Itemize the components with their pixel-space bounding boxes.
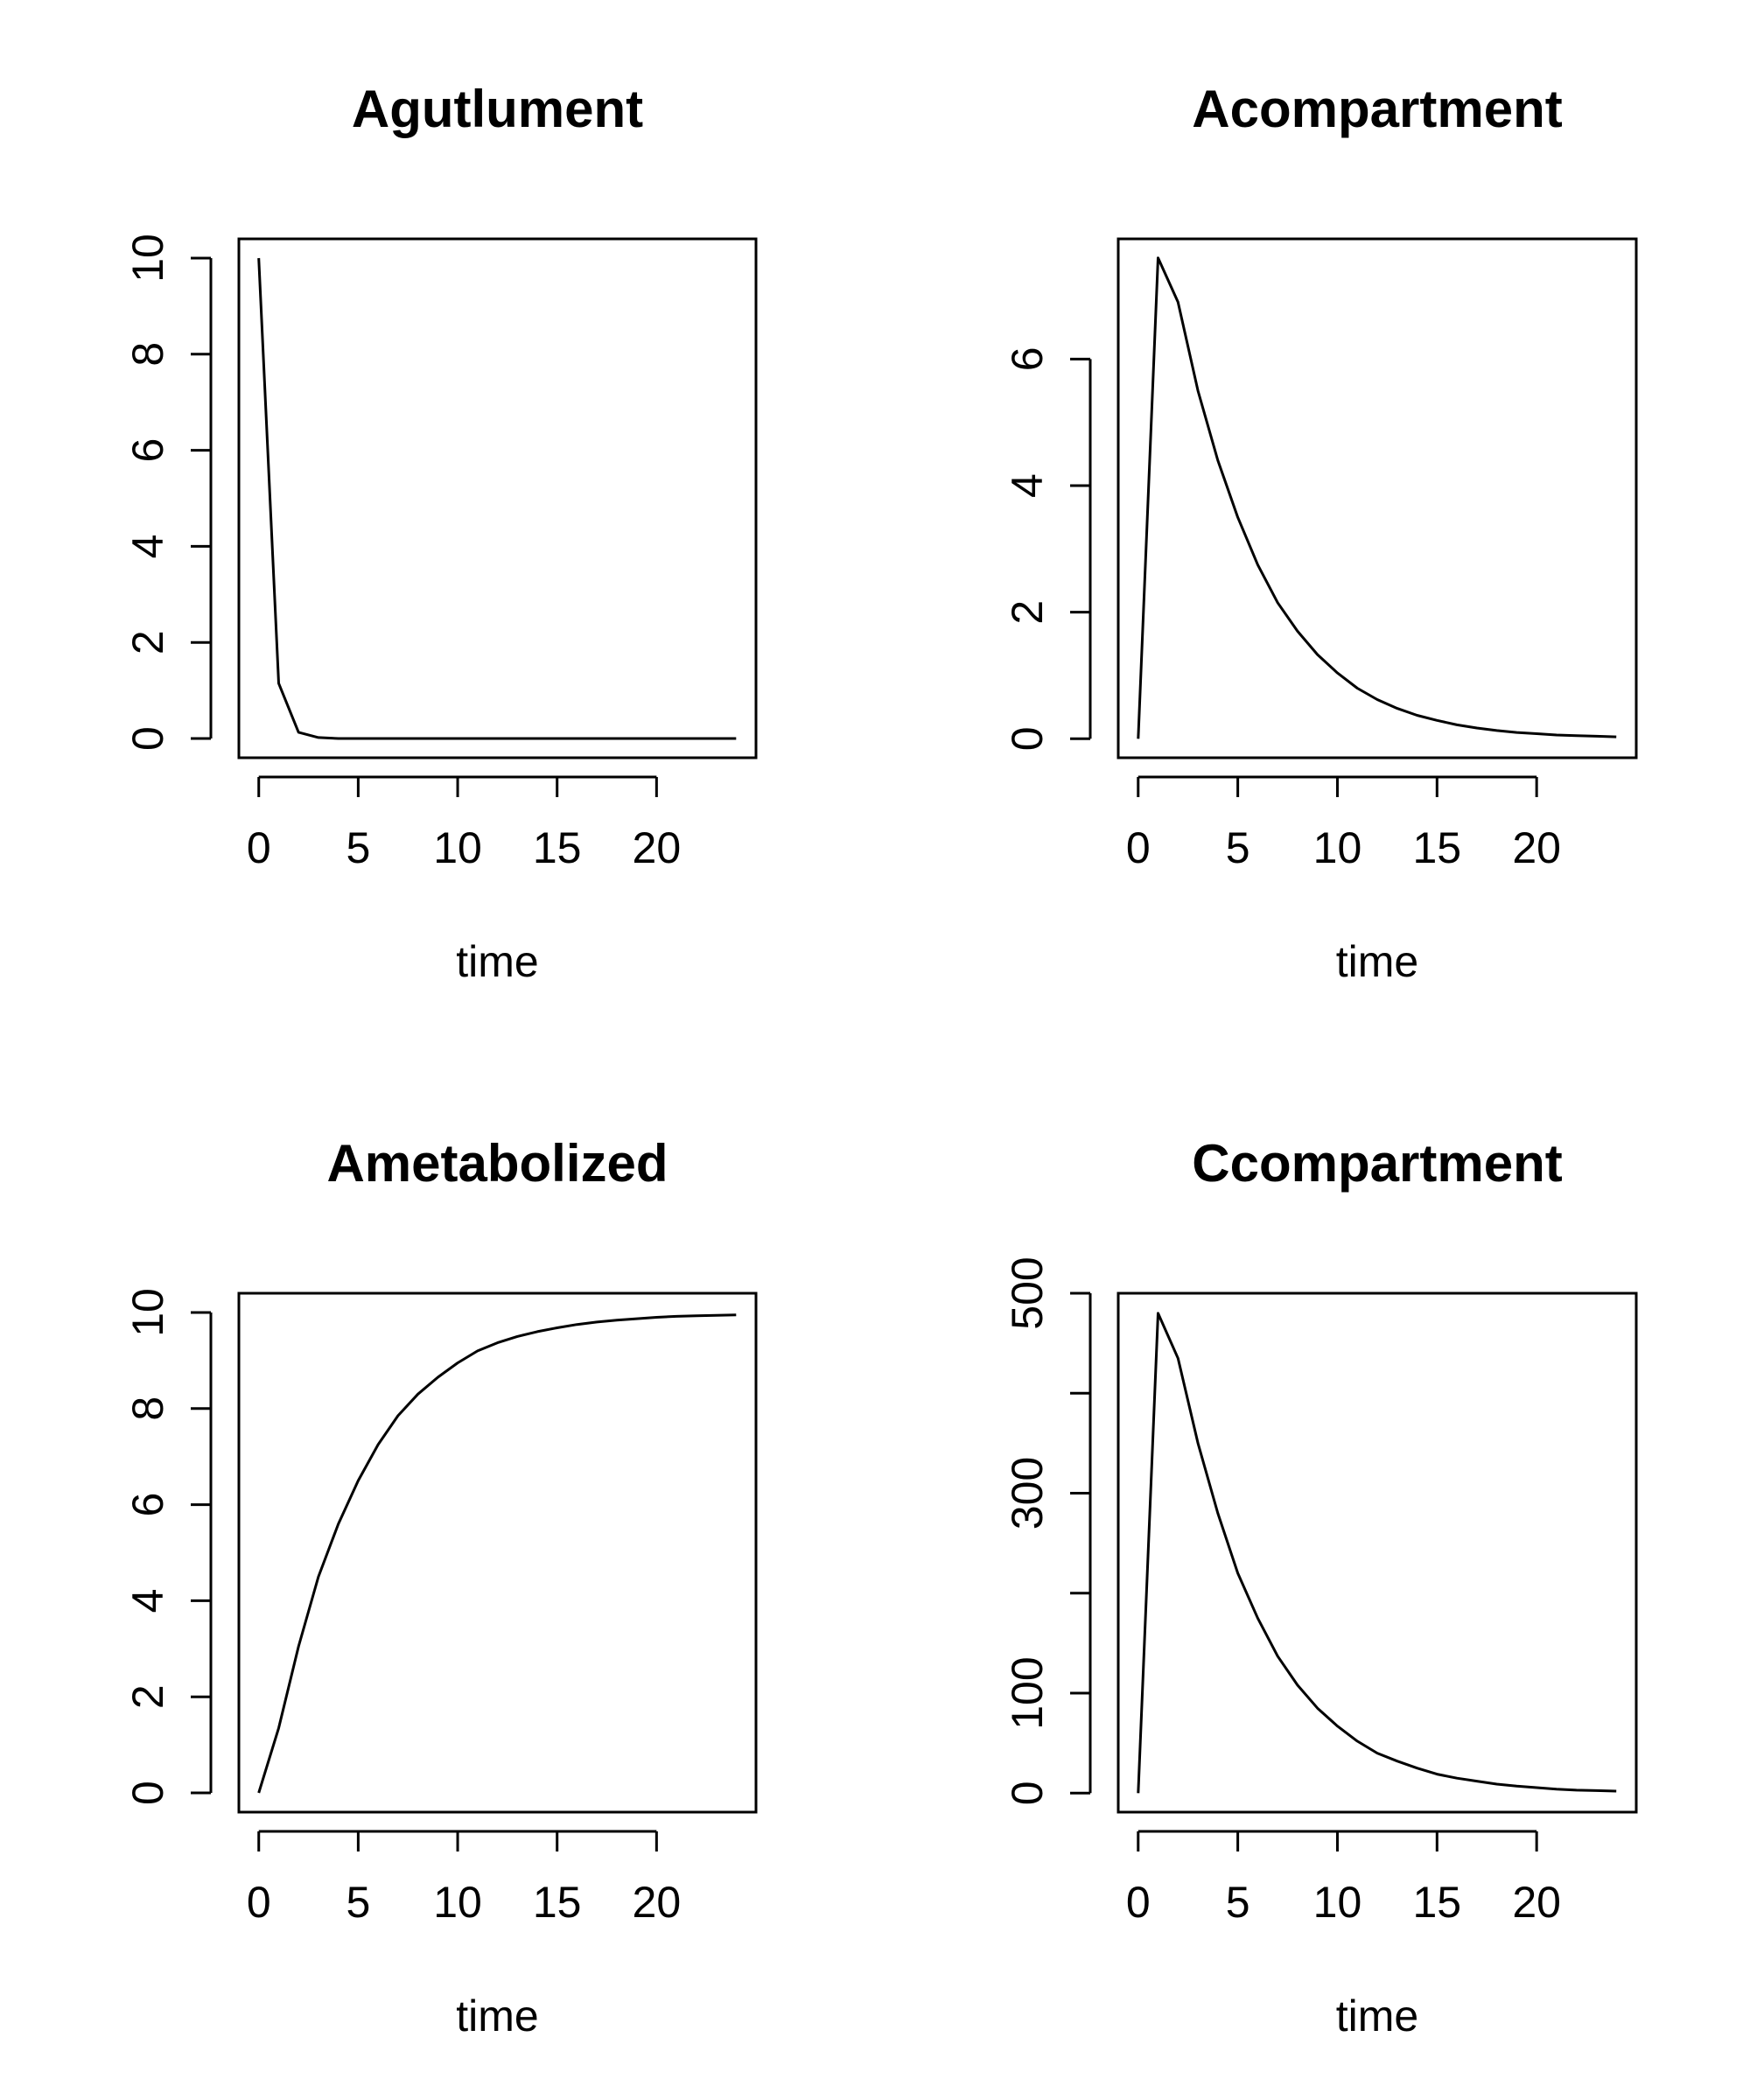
y-tick-label: 6 (123, 1493, 172, 1517)
y-tick-label: 2 (123, 1684, 172, 1709)
x-axis-label: time (456, 937, 538, 986)
chart-title: Acompartment (1192, 80, 1562, 138)
x-tick-label: 0 (1126, 823, 1151, 872)
x-tick-label: 0 (247, 823, 271, 872)
y-tick-label: 6 (1003, 346, 1052, 371)
x-tick-label: 20 (1512, 823, 1561, 872)
y-tick-label: 4 (123, 535, 172, 559)
x-axis-label: time (1336, 937, 1418, 986)
x-tick-label: 15 (1412, 1878, 1461, 1927)
y-tick-label: 0 (123, 1781, 172, 1805)
x-axis-label: time (456, 1992, 538, 2040)
series-line (257, 257, 737, 740)
x-tick-label: 5 (346, 1878, 370, 1927)
x-tick-label: 5 (1226, 1878, 1250, 1927)
x-tick-label: 10 (433, 823, 482, 872)
y-tick-label: 0 (1003, 1781, 1052, 1805)
series-line (1137, 1312, 1617, 1794)
series-line (1137, 256, 1617, 739)
plot-frame (1116, 1292, 1638, 1814)
y-tick-label: 100 (1003, 1656, 1052, 1729)
x-tick-label: 20 (1512, 1878, 1561, 1927)
plot-frame (237, 237, 758, 760)
y-tick-label: 0 (123, 726, 172, 751)
chart-panel-2: Acompartment 0 5 10 15 20 time 0 2 4 6 (1003, 80, 1638, 986)
y-tick-label: 10 (123, 234, 172, 283)
series-line (257, 1313, 737, 1794)
y-tick-label: 4 (1003, 473, 1052, 498)
y-tick-label: 4 (123, 1589, 172, 1614)
x-tick-label: 20 (633, 1878, 682, 1927)
x-tick-label: 0 (247, 1878, 271, 1927)
y-tick-label: 2 (1003, 600, 1052, 625)
x-tick-label: 15 (533, 823, 582, 872)
plot-frame (237, 1292, 758, 1814)
x-tick-label: 15 (1412, 823, 1461, 872)
y-tick-label: 0 (1003, 726, 1052, 751)
y-tick-label: 8 (123, 342, 172, 367)
chart-title: Ccompartment (1192, 1134, 1562, 1193)
x-tick-label: 10 (433, 1878, 482, 1927)
x-tick-label: 5 (1226, 823, 1250, 872)
chart-title: Agutlument (352, 80, 643, 138)
y-tick-label: 300 (1003, 1457, 1052, 1530)
y-tick-label: 10 (123, 1288, 172, 1337)
chart-title: Ametabolized (326, 1134, 668, 1193)
y-tick-label: 2 (123, 630, 172, 654)
x-tick-label: 5 (346, 823, 370, 872)
y-tick-label: 500 (1003, 1256, 1052, 1329)
x-tick-label: 0 (1126, 1878, 1151, 1927)
chart-panel-3: Ametabolized 0 5 10 15 20 time 0 2 4 6 8 10 (123, 1134, 758, 2040)
y-tick-label: 6 (123, 438, 172, 463)
y-tick-label: 8 (123, 1396, 172, 1421)
x-tick-label: 10 (1313, 1878, 1362, 1927)
x-tick-label: 10 (1313, 823, 1362, 872)
x-tick-label: 15 (533, 1878, 582, 1927)
x-axis-label: time (1336, 1992, 1418, 2040)
chart-panel-4: Ccompartment 0 5 10 15 20 time 0 100 300 500 (1003, 1134, 1638, 2040)
plot-frame (1116, 237, 1638, 760)
x-tick-label: 20 (633, 823, 682, 872)
chart-panel-1: Agutlument 0 5 10 15 20 time 0 2 4 6 8 10 (123, 80, 758, 986)
